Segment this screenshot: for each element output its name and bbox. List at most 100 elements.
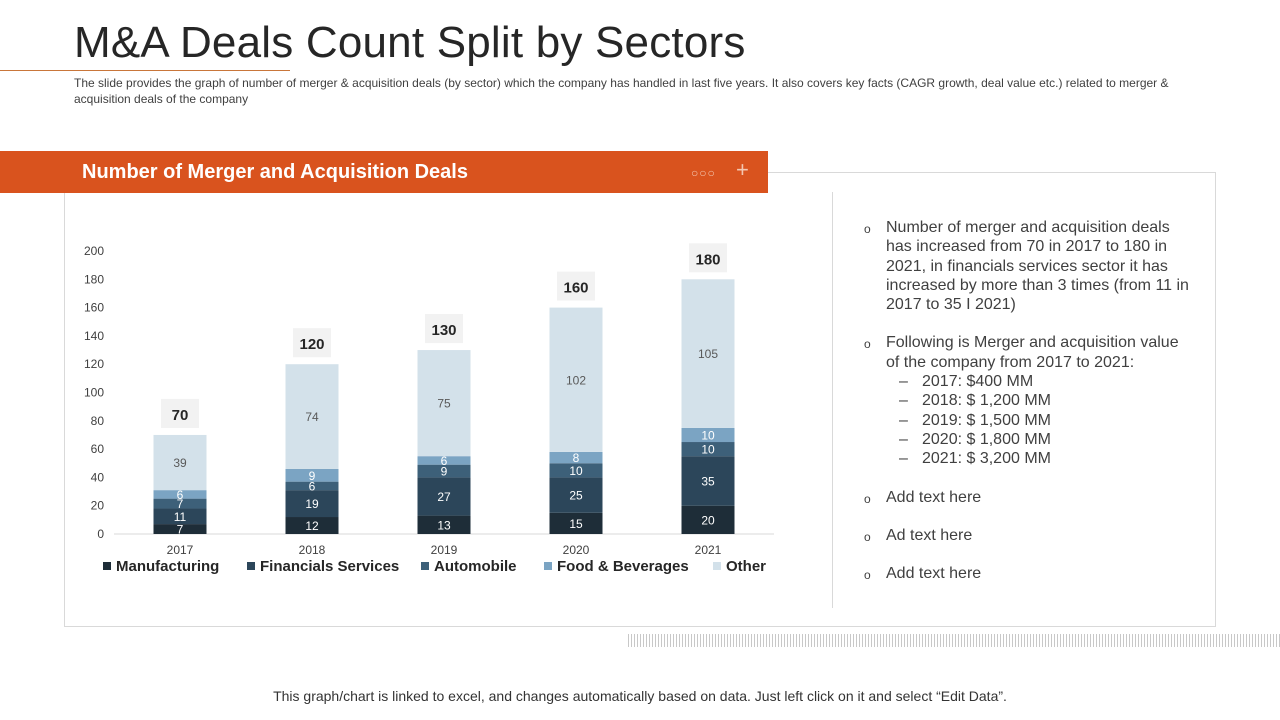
y-tick-label: 180 (84, 272, 104, 286)
data-label: 7 (177, 523, 184, 537)
note-item: o Number of merger and acquisition deals… (864, 218, 1194, 314)
data-label: 12 (305, 519, 319, 533)
dash-icon: – (899, 411, 908, 429)
dash-icon: – (899, 430, 908, 448)
footer-note: This graph/chart is linked to excel, and… (273, 688, 1007, 704)
data-label: 10 (701, 428, 715, 442)
data-label: 27 (437, 490, 451, 504)
bar-segment (285, 490, 339, 518)
bar-segment (417, 464, 471, 478)
bar-segment (153, 508, 207, 525)
note-text: Ad text here (886, 526, 973, 544)
note-text: Add text here (886, 488, 982, 506)
bar-segment (285, 364, 339, 469)
data-label: 39 (173, 456, 187, 470)
total-label: 70 (172, 407, 189, 424)
dash-icon: – (899, 450, 908, 468)
bar-segment (549, 477, 603, 513)
y-tick-label: 160 (84, 301, 104, 315)
vertical-divider (832, 192, 833, 608)
total-label: 130 (431, 322, 456, 339)
sub-item-text: 2019: $ 1,500 MM (922, 411, 1051, 429)
note-text: Add text here (886, 565, 982, 583)
note-item: o Add text here (864, 564, 1194, 583)
data-label: 6 (309, 479, 316, 493)
legend-swatch (544, 562, 552, 570)
data-label: 6 (441, 454, 448, 468)
total-label: 180 (695, 251, 720, 268)
dash-icon: – (899, 373, 908, 391)
data-label: 20 (701, 513, 715, 527)
data-label: 9 (441, 465, 448, 479)
data-label: 15 (569, 517, 583, 531)
data-label: 6 (177, 488, 184, 502)
bar-segment (285, 517, 339, 534)
bar-segment (549, 512, 603, 534)
panel-title: Number of Merger and Acquisition Deals (82, 161, 468, 183)
sub-item: –2021: $ 3,200 MM (899, 449, 1194, 468)
x-tick-label: 2017 (167, 543, 194, 557)
dots-icon: ○○○ (691, 166, 716, 180)
bar-segment (549, 451, 603, 464)
sub-item-text: 2021: $ 3,200 MM (922, 450, 1051, 468)
bar-segment (153, 524, 207, 534)
bar-segment (153, 498, 207, 509)
y-tick-label: 40 (91, 470, 105, 484)
x-tick-label: 2020 (563, 543, 590, 557)
bar-segment (285, 468, 339, 482)
legend-swatch (103, 562, 111, 570)
legend-label: Financials Services (260, 558, 399, 575)
note-item: o Following is Merger and acquisition va… (864, 333, 1194, 468)
y-tick-label: 0 (97, 527, 104, 541)
legend-label: Manufacturing (116, 558, 219, 575)
y-tick-label: 20 (91, 499, 105, 513)
content-card (64, 172, 1216, 627)
total-label-bg (293, 328, 331, 358)
data-label: 75 (437, 397, 451, 411)
total-label-bg (689, 243, 727, 273)
data-label: 19 (305, 497, 319, 511)
bar-segment (417, 456, 471, 465)
notes-list: o Number of merger and acquisition deals… (864, 218, 1194, 602)
bullet-icon: o (864, 529, 871, 544)
total-label-bg (557, 271, 595, 301)
bar-segment (153, 434, 207, 491)
total-label: 160 (563, 280, 588, 297)
data-label: 13 (437, 518, 451, 532)
x-tick-label: 2018 (299, 543, 326, 557)
x-tick-label: 2021 (695, 543, 722, 557)
bar-segment (681, 279, 735, 428)
y-tick-label: 140 (84, 329, 104, 343)
legend-label: Food & Beverages (557, 558, 689, 575)
y-tick-label: 100 (84, 386, 104, 400)
bar-segment (681, 505, 735, 534)
data-label: 105 (698, 347, 718, 361)
note-item: o Ad text here (864, 526, 1194, 545)
data-label: 102 (566, 373, 586, 387)
bullet-icon: o (864, 491, 871, 506)
sub-item: –2018: $ 1,200 MM (899, 391, 1194, 410)
bar-segment (417, 350, 471, 457)
sub-item: –2017: $400 MM (899, 372, 1194, 391)
data-label: 7 (177, 497, 184, 511)
note-item: o Add text here (864, 488, 1194, 507)
deal-value-list: –2017: $400 MM –2018: $ 1,200 MM –2019: … (886, 372, 1194, 468)
bullet-icon: o (864, 337, 871, 352)
x-tick-label: 2019 (431, 543, 458, 557)
data-label: 35 (701, 474, 715, 488)
y-tick-label: 120 (84, 357, 104, 371)
page-subtitle: The slide provides the graph of number o… (74, 76, 1169, 106)
hatch-decoration (628, 634, 1280, 647)
bar-segment (153, 490, 207, 499)
bar-segment (681, 427, 735, 443)
plus-icon: + (736, 157, 749, 182)
legend-swatch (421, 562, 429, 570)
legend-label: Automobile (434, 558, 517, 575)
data-label: 9 (309, 469, 316, 483)
total-label: 120 (299, 336, 324, 353)
data-label: 74 (305, 410, 319, 424)
sub-item: –2020: $ 1,800 MM (899, 430, 1194, 449)
y-tick-label: 60 (91, 442, 105, 456)
stacked-bar-chart[interactable]: 0204060801001201401601802007117639702017… (66, 236, 786, 586)
page-title: M&A Deals Count Split by Sectors (74, 18, 746, 67)
